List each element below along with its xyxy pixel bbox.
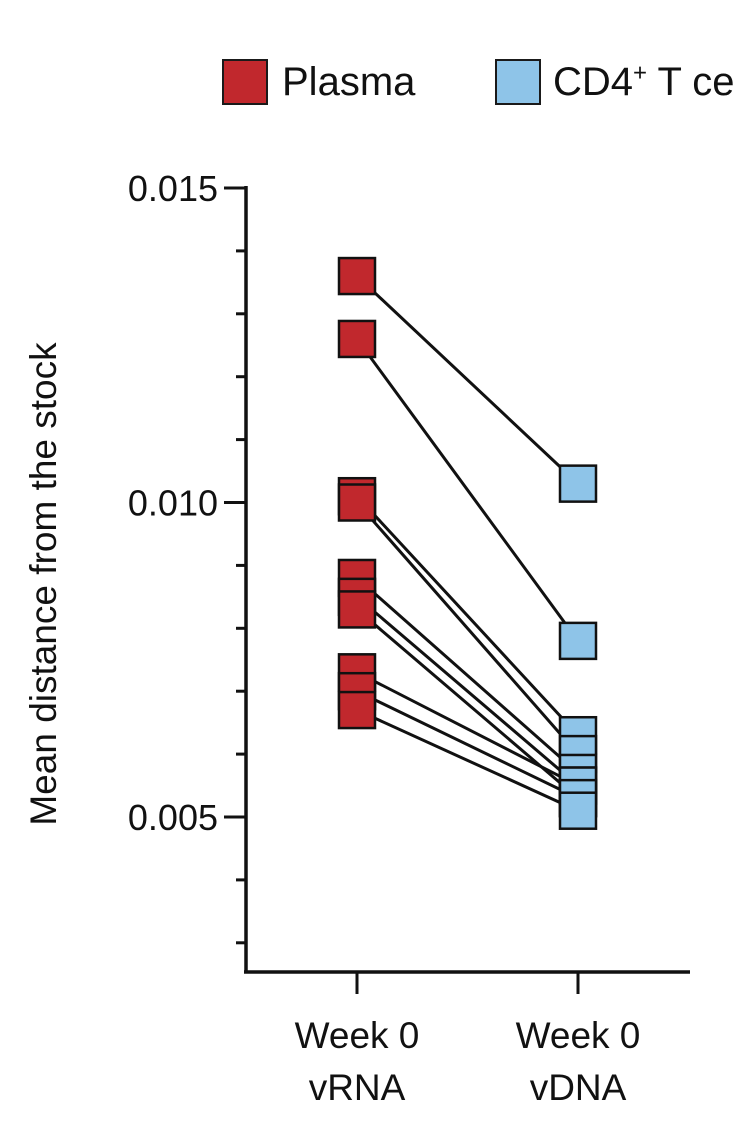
y-tick-label: 0.005 — [128, 797, 218, 838]
cd4-legend-swatch — [495, 59, 541, 105]
pair-line — [355, 274, 580, 485]
cd4-legend-label: CD4+ T ce — [553, 59, 734, 104]
cd4-t-cell-point — [558, 464, 598, 503]
pair-line — [356, 576, 579, 775]
plasma-point — [337, 256, 377, 296]
pair-line — [355, 495, 580, 737]
pair-line — [356, 689, 579, 800]
x-tick-label-line1: Week 0 — [295, 1015, 420, 1056]
pair-line — [355, 338, 580, 642]
plasma-point — [337, 590, 377, 629]
pair-line — [356, 708, 579, 813]
plasma-point — [337, 319, 377, 359]
pair-line — [355, 501, 580, 756]
pair-line — [356, 670, 579, 787]
plasma-legend-swatch — [222, 59, 268, 105]
pair-line — [356, 595, 579, 787]
plasma-legend-label: Plasma — [282, 60, 416, 104]
cd4-t-cell-point — [558, 791, 598, 830]
cd4-t-cell-point — [558, 621, 598, 661]
plasma-point — [337, 690, 377, 730]
x-tick-label-line1: Week 0 — [516, 1015, 641, 1056]
plasma-point — [337, 483, 377, 522]
y-tick-label: 0.015 — [128, 168, 218, 209]
x-tick-label-line2: vRNA — [309, 1067, 406, 1108]
x-tick-label-line2: vDNA — [530, 1067, 627, 1108]
y-tick-label: 0.010 — [128, 483, 218, 524]
